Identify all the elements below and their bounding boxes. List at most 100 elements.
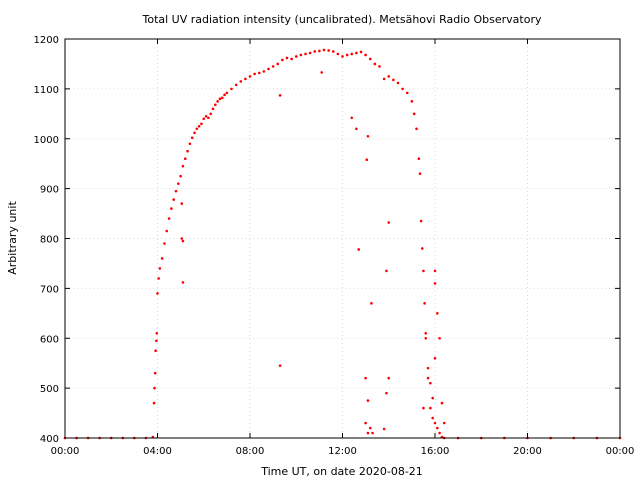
data-point — [385, 391, 388, 395]
data-point — [364, 421, 367, 425]
y-tick-label: 700 — [40, 284, 59, 295]
data-point — [154, 349, 157, 353]
data-point — [431, 396, 434, 400]
data-point — [318, 49, 321, 53]
data-point — [370, 302, 373, 305]
data-point — [299, 53, 303, 57]
data-point — [423, 302, 426, 305]
data-point — [257, 71, 261, 75]
data-point — [181, 164, 185, 168]
y-tick-label: 500 — [40, 384, 59, 395]
data-point — [418, 172, 422, 175]
data-point — [223, 93, 226, 97]
data-point — [433, 269, 437, 273]
data-point — [357, 248, 360, 251]
data-point — [180, 237, 184, 240]
data-point — [253, 72, 256, 76]
x-tick-label: 12:00 — [328, 446, 357, 457]
y-tick-label: 400 — [40, 434, 59, 445]
data-point — [412, 112, 416, 116]
data-point — [276, 62, 280, 66]
data-point — [155, 331, 159, 335]
data-point — [405, 91, 409, 95]
data-point — [366, 399, 370, 402]
data-point — [216, 100, 219, 103]
data-point — [207, 116, 210, 120]
grid-lines — [64, 38, 621, 439]
data-point — [163, 242, 166, 245]
data-point — [158, 267, 162, 270]
data-point — [387, 376, 391, 380]
data-point — [419, 219, 423, 223]
data-point — [209, 112, 212, 116]
data-point — [156, 292, 159, 295]
data-point — [225, 91, 229, 95]
data-point — [431, 416, 434, 420]
data-point — [433, 282, 437, 285]
data-point — [438, 431, 441, 435]
data-point — [186, 149, 189, 153]
data-point — [422, 406, 425, 410]
data-point — [350, 52, 354, 56]
data-point — [392, 78, 395, 82]
data-point — [396, 81, 400, 85]
data-point — [382, 77, 386, 81]
data-point — [218, 97, 222, 101]
data-point — [442, 421, 446, 425]
data-point — [371, 431, 374, 435]
data-point — [294, 55, 298, 58]
x-tick-label: 00:00 — [51, 446, 80, 457]
y-axis-ticks: 400 500 600 700 800 900 1000 1100 1200 — [34, 35, 620, 445]
data-point — [190, 136, 194, 140]
x-tick-label: 16:00 — [421, 446, 450, 457]
y-tick-label: 1200 — [34, 35, 59, 46]
data-point — [281, 58, 284, 62]
data-point — [366, 134, 370, 138]
data-point — [165, 229, 169, 233]
data-point — [181, 239, 185, 243]
y-tick-label: 1000 — [34, 135, 59, 146]
data-point — [180, 202, 184, 205]
data-point — [271, 65, 275, 68]
data-point — [345, 53, 349, 57]
data-point — [436, 312, 439, 315]
data-point — [290, 57, 293, 61]
data-point — [410, 100, 414, 103]
data-point — [415, 127, 418, 131]
data-point — [433, 356, 437, 360]
data-point — [278, 94, 282, 97]
data-point — [214, 103, 217, 107]
data-point — [193, 131, 196, 135]
data-point — [350, 116, 354, 120]
data-point — [433, 421, 437, 425]
x-tick-label: 04:00 — [143, 446, 172, 457]
data-point — [188, 142, 192, 146]
data-point — [422, 269, 425, 273]
data-points — [63, 48, 622, 440]
data-point — [440, 401, 444, 405]
data-point — [278, 364, 282, 367]
data-point — [239, 80, 243, 83]
data-point — [382, 427, 386, 431]
data-point — [385, 269, 388, 273]
plot-frame — [64, 38, 621, 439]
data-point — [355, 51, 358, 55]
data-point — [366, 431, 370, 435]
data-point — [155, 339, 158, 343]
x-axis-ticks: 00:00 04:00 08:00 12:00 16:00 20:00 00:00 — [51, 39, 635, 457]
chart-title: Total UV radiation intensity (uncalibrat… — [142, 13, 542, 26]
y-axis-label: Arbitrary unit — [6, 201, 19, 275]
data-point — [181, 281, 185, 284]
data-point — [234, 83, 238, 87]
data-point — [313, 50, 317, 53]
data-point — [359, 50, 363, 54]
data-point — [341, 55, 344, 58]
x-tick-label: 00:00 — [606, 446, 635, 457]
data-point — [285, 56, 289, 60]
y-tick-label: 600 — [40, 334, 59, 345]
data-point — [364, 53, 367, 57]
data-point — [378, 65, 381, 68]
data-point — [438, 336, 441, 340]
data-point — [426, 376, 430, 380]
data-point — [195, 127, 199, 131]
